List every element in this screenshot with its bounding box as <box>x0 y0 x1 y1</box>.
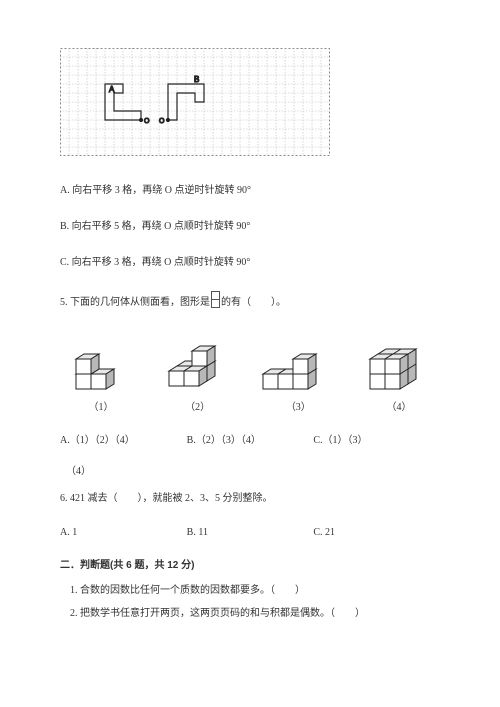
shape-label-2: （2） <box>163 398 233 413</box>
q6-ans-b: B. 11 <box>187 527 314 538</box>
q5-text-before: 5. 下面的几何体从侧面看，图形是 <box>60 295 210 311</box>
shape-label-4: （4） <box>364 398 434 413</box>
cube-shape-4 <box>362 334 434 394</box>
q5-shape-labels: （1） （2） （3） （4） <box>60 398 440 413</box>
cube-shape-3 <box>258 339 336 394</box>
cube-shape-1 <box>66 339 136 394</box>
q5-ans-a: A.（1）（2）（4） <box>60 431 187 446</box>
q5-shapes-row <box>60 334 440 394</box>
q5-stem: 5. 下面的几何体从侧面看，图形是 的有（ ）。 <box>60 291 440 314</box>
svg-text:O: O <box>144 118 150 125</box>
svg-text:B: B <box>194 75 199 84</box>
q5-ans-c: C.（1）（3） <box>313 431 440 446</box>
judge-q1: 1. 合数的因数比任何一个质数的因数都要多。（ ） <box>70 581 440 596</box>
q5-ans-tail: （4） <box>66 462 440 477</box>
q6-ans-c: C. 21 <box>313 527 440 538</box>
q4-grid-figure: A O B O <box>60 48 440 159</box>
cube-shape-2 <box>162 339 232 394</box>
q5-ans-b: B.（2）（3）（4） <box>187 431 314 446</box>
q4-option-c: C. 向右平移 3 格，再绕 O 点顺时针旋转 90° <box>60 255 440 271</box>
section-2-title: 二．判断题(共 6 题，共 12 分) <box>60 556 440 571</box>
q4-option-a: A. 向右平移 3 格，再绕 O 点逆时针旋转 90° <box>60 183 440 199</box>
side-view-icon <box>211 291 220 314</box>
svg-text:A: A <box>109 85 115 94</box>
q6-stem: 6. 421 减去（ ），就能被 2、3、5 分别整除。 <box>60 491 440 507</box>
q5-text-after: 的有（ ）。 <box>221 295 286 311</box>
q4-option-b: B. 向右平移 5 格，再绕 O 点顺时针旋转 90° <box>60 219 440 235</box>
shape-label-1: （1） <box>66 398 136 413</box>
q6-ans-a: A. 1 <box>60 527 187 538</box>
q5-answers: A.（1）（2）（4） B.（2）（3）（4） C.（1）（3） <box>60 431 440 446</box>
judge-q2: 2. 把数学书任意打开两页，这两页页码的和与积都是偶数。（ ） <box>70 604 440 619</box>
q6-answers: A. 1 B. 11 C. 21 <box>60 527 440 538</box>
shape-label-3: （3） <box>259 398 337 413</box>
svg-text:O: O <box>159 118 165 125</box>
